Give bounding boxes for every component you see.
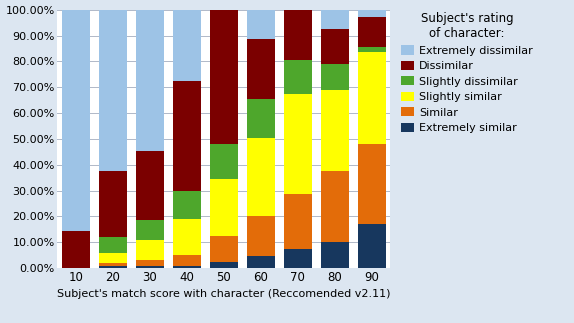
Bar xyxy=(284,249,312,268)
Bar xyxy=(210,236,238,262)
Bar xyxy=(99,253,127,263)
Bar xyxy=(210,179,238,236)
Bar xyxy=(321,29,349,64)
Bar xyxy=(99,10,127,171)
Bar xyxy=(284,94,312,194)
Bar xyxy=(136,220,164,240)
Bar xyxy=(321,242,349,268)
Bar xyxy=(321,10,349,29)
Bar xyxy=(99,266,127,268)
Bar xyxy=(136,266,164,268)
Bar xyxy=(136,10,164,151)
Bar xyxy=(321,64,349,90)
Bar xyxy=(321,90,349,171)
Bar xyxy=(173,219,201,255)
Bar xyxy=(210,262,238,268)
Bar xyxy=(247,138,275,216)
Bar xyxy=(99,237,127,253)
Bar xyxy=(358,17,386,47)
Bar xyxy=(358,52,386,144)
Bar xyxy=(99,263,127,266)
Bar xyxy=(173,0,201,81)
Bar xyxy=(62,231,90,268)
Bar xyxy=(210,0,238,144)
Bar xyxy=(284,60,312,94)
Bar xyxy=(247,216,275,256)
Bar xyxy=(136,151,164,220)
Bar xyxy=(358,144,386,224)
Bar xyxy=(247,39,275,99)
Bar xyxy=(247,256,275,268)
Bar xyxy=(173,191,201,219)
Bar xyxy=(321,171,349,242)
X-axis label: Subject's match score with character (Reccomended v2.11): Subject's match score with character (Re… xyxy=(57,289,391,299)
Bar xyxy=(247,99,275,138)
Bar xyxy=(284,194,312,249)
Bar xyxy=(210,144,238,179)
Bar xyxy=(358,10,386,17)
Bar xyxy=(358,224,386,268)
Bar xyxy=(136,240,164,260)
Bar xyxy=(173,266,201,268)
Bar xyxy=(358,47,386,52)
Bar xyxy=(136,260,164,266)
Bar xyxy=(247,10,275,39)
Bar xyxy=(284,7,312,60)
Bar xyxy=(99,171,127,237)
Legend: Extremely dissimilar, Dissimilar, Slightly dissimilar, Slightly similar, Similar: Extremely dissimilar, Dissimilar, Slight… xyxy=(399,10,535,135)
Bar xyxy=(62,10,90,231)
Bar xyxy=(173,255,201,266)
Bar xyxy=(173,81,201,191)
